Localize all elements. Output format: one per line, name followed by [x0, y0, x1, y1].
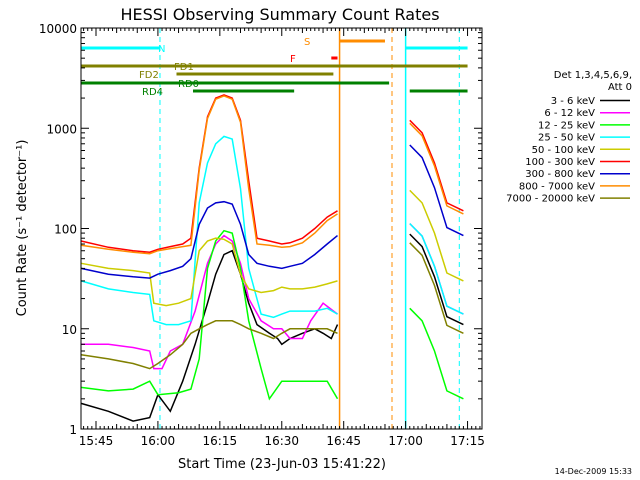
y-tick-label: 1000: [46, 122, 77, 136]
legend-label: 7000 - 20000 keV: [506, 194, 595, 205]
x-tick-label: 16:45: [326, 434, 361, 448]
series-line-post: [409, 144, 464, 237]
legend-label: 12 - 25 keV: [538, 120, 595, 131]
series-line: [80, 200, 338, 279]
series-line-post: [409, 122, 464, 215]
x-tick-label: 16:00: [141, 434, 176, 448]
y-axis-label: Count Rate (s⁻¹ detector⁻¹): [15, 140, 30, 317]
y-tick-label: 10: [62, 323, 77, 337]
flag-label: RD4: [142, 87, 163, 98]
x-tick-label: 16:30: [264, 434, 299, 448]
series-line: [80, 249, 339, 422]
legend-label: 800 - 7000 keV: [519, 181, 595, 192]
series-line-post: [409, 223, 464, 315]
flag-label: F: [290, 54, 296, 65]
series-line: [81, 229, 339, 401]
axes: 1 10 100 1000 10000 15:45 16:00 16:15 16:30 16:45…: [39, 22, 485, 448]
legend-label: 300 - 800 keV: [525, 169, 595, 180]
x-tick-label: 16:15: [203, 434, 238, 448]
series-line-post: [409, 242, 464, 334]
flag-label: FD2: [139, 70, 159, 81]
flag-label: S: [304, 37, 310, 48]
legend-header: Att 0: [608, 82, 632, 93]
x-tick-label: 17:15: [450, 434, 485, 448]
legend-label: 100 - 300 keV: [525, 157, 595, 168]
series-line-post: [409, 233, 464, 326]
observing-flags: N FD1 FD2 RD0 RD4 SF: [81, 37, 468, 98]
x-axis-label: Start Time (23-Jun-03 15:41:22): [178, 457, 386, 472]
series-line-post: [409, 307, 464, 400]
series-line: [80, 320, 338, 370]
series-line-post: [409, 189, 464, 282]
chart-title: HESSI Observing Summary Count Rates: [120, 5, 439, 24]
y-tick-label: 10000: [39, 22, 77, 36]
legend-header: Det 1,3,4,5,6,9,: [554, 70, 632, 81]
series-line-post: [409, 119, 464, 212]
legend-label: 25 - 50 keV: [538, 133, 595, 144]
series-line: [80, 95, 338, 255]
series-line: [80, 237, 338, 307]
x-tick-label: 15:45: [79, 434, 114, 448]
y-tick-label: 100: [54, 223, 77, 237]
series-line-post: [409, 223, 464, 315]
footer-timestamp: 14-Dec-2009 15:33: [555, 467, 632, 476]
flag-label: N: [158, 44, 165, 55]
series-line: [80, 94, 338, 253]
flag-label: FD1: [174, 62, 194, 73]
legend-label: 6 - 12 keV: [544, 108, 595, 119]
legend-label: 3 - 6 keV: [551, 96, 595, 107]
flag-label: RD0: [178, 79, 199, 90]
data-series: [80, 94, 464, 422]
series-line: [80, 135, 338, 326]
legend-label: 50 - 100 keV: [532, 145, 596, 156]
y-tick-label: 1: [69, 423, 77, 437]
series-line: [81, 234, 338, 370]
x-tick-label: 17:00: [388, 434, 423, 448]
